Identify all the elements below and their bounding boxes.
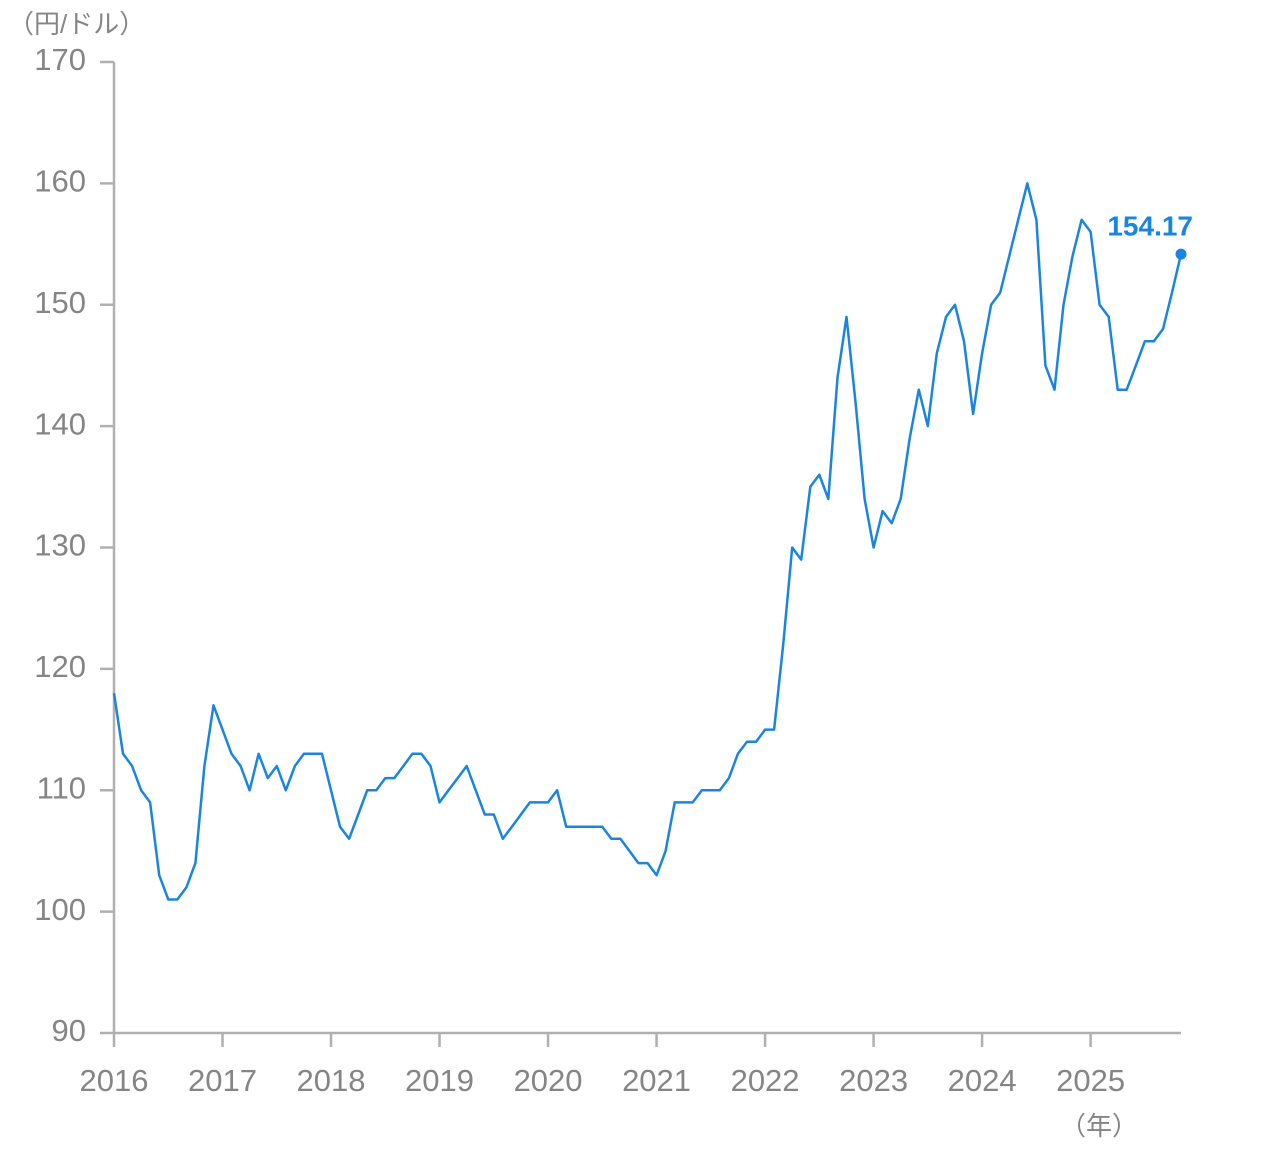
y-tick-label: 120	[34, 649, 86, 684]
y-axis-label: （円/ドル）	[8, 9, 145, 39]
y-tick-label: 100	[34, 892, 86, 927]
x-tick-label: 2024	[948, 1063, 1017, 1098]
y-tick-label: 140	[34, 406, 86, 441]
x-tick-label: 2023	[839, 1063, 908, 1098]
x-tick-label: 2018	[297, 1063, 366, 1098]
x-tick-label: 2021	[622, 1063, 691, 1098]
x-tick-label: 2020	[514, 1063, 583, 1098]
y-tick-label: 90	[52, 1013, 86, 1048]
x-tick-label: 2019	[405, 1063, 474, 1098]
x-tick-label: 2025	[1056, 1063, 1125, 1098]
y-tick-label: 130	[34, 528, 86, 563]
x-tick-label: 2016	[80, 1063, 149, 1098]
last-point	[1175, 248, 1187, 260]
x-tick-label: 2017	[188, 1063, 257, 1098]
last-value-label: 154.17	[1107, 211, 1193, 242]
y-tick-label: 110	[37, 770, 86, 805]
y-tick-label: 170	[34, 42, 86, 77]
series-line	[112, 182, 1183, 901]
x-tick-label: 2022	[731, 1063, 800, 1098]
y-tick-label: 150	[34, 285, 86, 320]
x-axis-label: （年）	[1060, 1111, 1138, 1141]
y-tick-label: 160	[34, 164, 86, 199]
